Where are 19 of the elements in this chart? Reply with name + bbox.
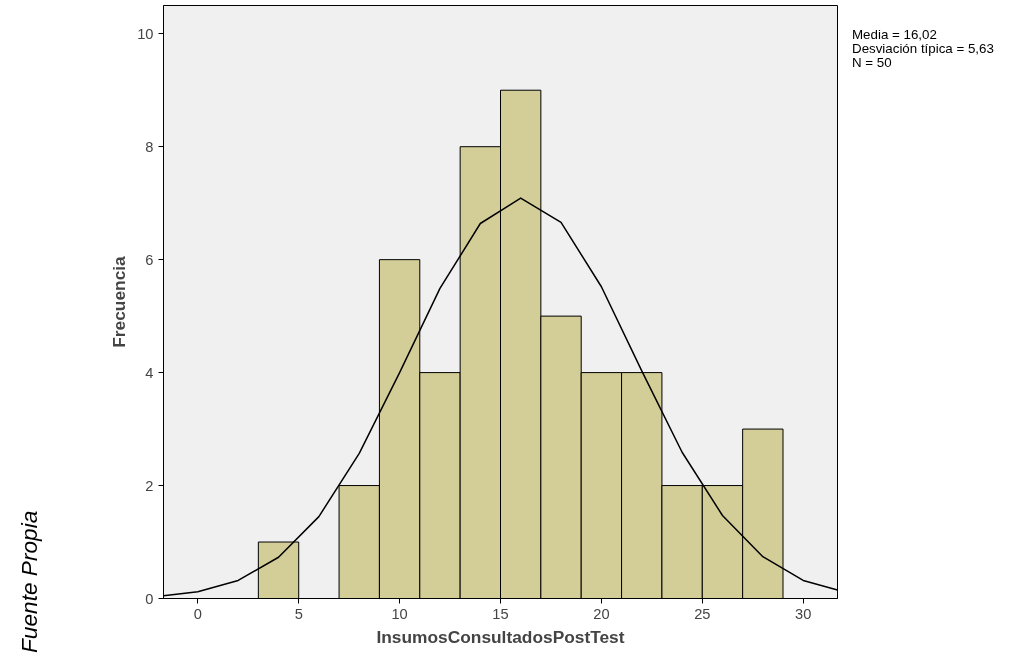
x-axis-title: InsumosConsultadosPostTest xyxy=(376,626,625,647)
y-axis-title: Frecuencia xyxy=(109,255,130,348)
y-tick-label: 10 xyxy=(137,25,154,42)
x-tick-label: 15 xyxy=(492,605,509,622)
x-tick-label: 25 xyxy=(694,605,711,622)
x-tick-label: 5 xyxy=(294,605,303,622)
y-tick-label: 0 xyxy=(145,590,154,607)
y-tick-label: 6 xyxy=(145,251,154,268)
source-note: Fuente Propia xyxy=(15,510,43,653)
x-tick-label: 20 xyxy=(593,605,610,622)
y-tick-label: 8 xyxy=(145,138,154,155)
y-tick-label: 2 xyxy=(145,477,154,494)
y-tick-label: 4 xyxy=(145,364,154,381)
text: N = 50 xyxy=(852,54,892,70)
x-tick-label: 30 xyxy=(795,605,812,622)
x-tick-label: 0 xyxy=(193,605,202,622)
text: Media = 16,02 xyxy=(852,27,937,42)
text: Desviación típica = 5,63 xyxy=(852,41,994,56)
x-tick-label: 10 xyxy=(391,605,408,622)
